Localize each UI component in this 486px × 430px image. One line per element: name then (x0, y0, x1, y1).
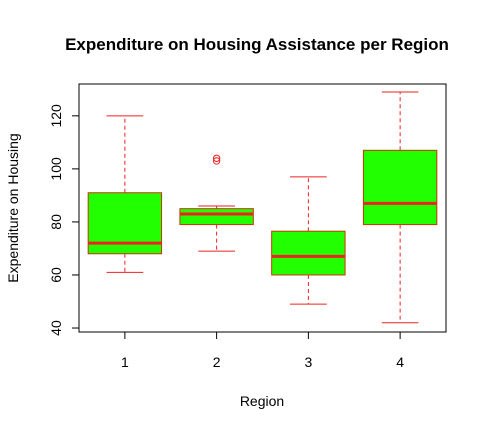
x-tick-label: 1 (121, 354, 129, 370)
x-axis-label: Region (240, 393, 284, 409)
y-tick-label: 80 (48, 214, 64, 230)
box-iqr (271, 230, 346, 276)
box-1 (87, 115, 163, 273)
boxes-layer (87, 91, 438, 324)
y-tick-label: 60 (48, 267, 64, 283)
outlier-point (212, 154, 221, 162)
x-tick-label: 2 (213, 354, 221, 370)
box-4 (362, 91, 438, 324)
y-tick-label: 40 (48, 320, 64, 336)
y-axis: 40 60 80 100 120 (48, 104, 80, 336)
y-tick-label: 120 (48, 104, 64, 128)
y-axis-label: Expenditure on Housing (5, 133, 21, 282)
x-tick-label: 4 (396, 354, 404, 370)
box-3 (271, 176, 346, 305)
outlier-point (212, 157, 221, 165)
box-2 (179, 154, 254, 252)
chart-title: Expenditure on Housing Assistance per Re… (65, 35, 449, 54)
y-tick-label: 100 (48, 157, 64, 181)
x-axis: 1 2 3 4 (121, 331, 404, 370)
x-tick-label: 3 (304, 354, 312, 370)
box-iqr (362, 149, 438, 226)
box-iqr (179, 208, 254, 226)
